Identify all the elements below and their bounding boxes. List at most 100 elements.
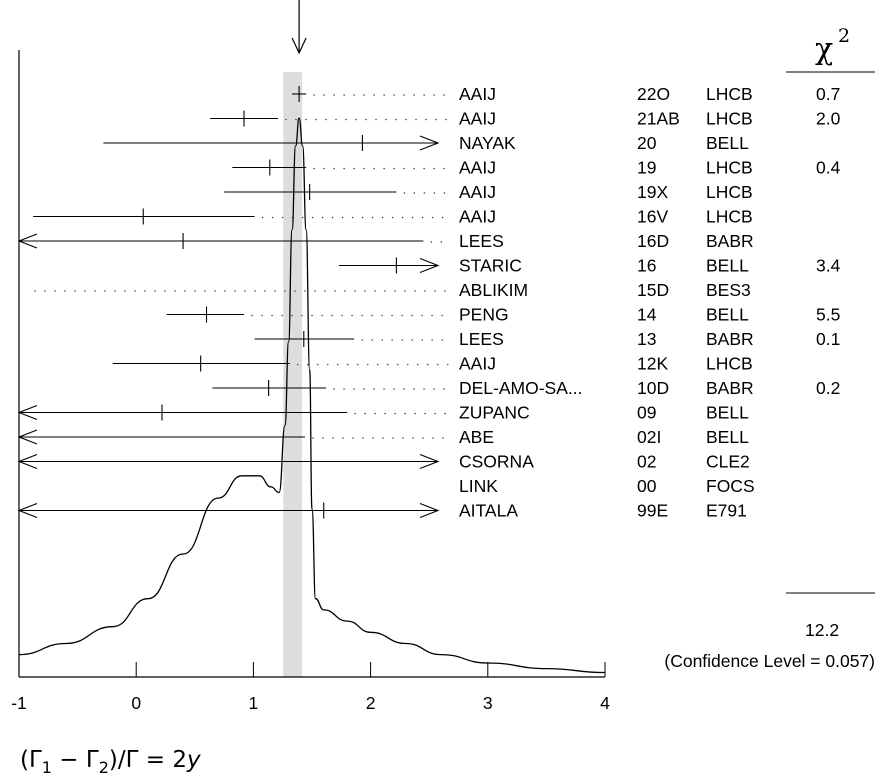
leader-dot bbox=[401, 216, 404, 219]
row-chi2: 0.2 bbox=[816, 378, 840, 398]
row-experiment: BELL bbox=[706, 305, 749, 325]
leader-dot bbox=[443, 388, 445, 390]
row-author: AAIJ bbox=[459, 109, 496, 129]
leader-dot bbox=[353, 388, 355, 390]
leader-dot bbox=[423, 192, 426, 194]
leader-dot bbox=[433, 167, 435, 170]
row-author: AAIJ bbox=[459, 158, 496, 178]
leader-dot bbox=[356, 363, 359, 366]
leader-dot bbox=[381, 314, 383, 317]
leader-dot bbox=[361, 314, 363, 317]
row-chi2: 3.4 bbox=[816, 256, 841, 276]
leader-dot bbox=[324, 290, 326, 292]
row-author: AAIJ bbox=[459, 354, 496, 374]
row-ref: 09 bbox=[637, 403, 656, 423]
row-experiment: LHCB bbox=[706, 207, 753, 227]
error-bar-right-arrow bbox=[419, 135, 440, 151]
row-author: CSORNA bbox=[459, 452, 534, 472]
x-label-open: (Γ bbox=[20, 747, 42, 773]
leader-dot bbox=[313, 167, 315, 170]
leader-dot bbox=[374, 412, 376, 415]
leader-dot bbox=[444, 290, 446, 292]
leader-dot bbox=[426, 363, 429, 366]
row-ref: 02I bbox=[637, 427, 661, 447]
row-ref: 13 bbox=[637, 329, 656, 349]
leader-dot bbox=[305, 118, 307, 121]
row-experiment: BELL bbox=[706, 133, 749, 153]
leader-dot bbox=[433, 192, 436, 194]
error-bar-left-arrow bbox=[17, 404, 38, 421]
leader-dot bbox=[184, 290, 186, 292]
leader-dot bbox=[371, 216, 374, 219]
leader-dot bbox=[214, 290, 216, 292]
leader-dot bbox=[383, 388, 385, 390]
row-ref: 14 bbox=[637, 305, 657, 325]
row-experiment: BES3 bbox=[706, 280, 751, 300]
leader-dot bbox=[446, 363, 449, 366]
row-experiment: BELL bbox=[706, 403, 749, 423]
row-author: AITALA bbox=[459, 501, 518, 521]
leader-dot bbox=[154, 290, 156, 292]
row-ref: 19X bbox=[637, 182, 668, 202]
labels-layer: AAIJ 22O LHCB 0.7 AAIJ 21AB LHCB 2.0 NAYAK 20 BELL… bbox=[459, 84, 841, 521]
row-author: AAIJ bbox=[459, 207, 496, 227]
leader-dot bbox=[392, 437, 394, 439]
leader-dot bbox=[354, 412, 356, 415]
leader-dot bbox=[422, 437, 424, 439]
leader-dot bbox=[343, 167, 345, 170]
leader-dot bbox=[423, 167, 425, 170]
leader-dot bbox=[353, 94, 355, 96]
x-tick-label: 4 bbox=[600, 693, 610, 713]
leader-dot bbox=[441, 216, 444, 219]
leader-dot bbox=[381, 216, 384, 219]
leader-dot bbox=[271, 314, 273, 317]
leader-dot bbox=[204, 290, 206, 292]
leader-dot bbox=[325, 118, 327, 121]
leader-dot bbox=[391, 339, 393, 341]
row-author: LINK bbox=[459, 476, 498, 496]
leader-dot bbox=[441, 339, 443, 341]
error-bar-left-arrow bbox=[17, 453, 38, 470]
leader-dot bbox=[342, 437, 344, 439]
row-ref: 16 bbox=[637, 256, 656, 276]
x-axis-label: (Γ1 − Γ2)/Γ = 2y bbox=[20, 747, 201, 777]
leader-dot bbox=[373, 388, 375, 390]
leader-dot bbox=[414, 412, 416, 415]
leader-dot bbox=[434, 412, 436, 415]
leader-dot bbox=[104, 290, 106, 292]
leader-dot bbox=[301, 216, 304, 219]
row-ref: 16V bbox=[637, 207, 668, 227]
leader-dot bbox=[363, 94, 365, 96]
leader-dot bbox=[335, 118, 337, 121]
x-tick-label: -1 bbox=[11, 693, 27, 713]
row-experiment: CLE2 bbox=[706, 452, 750, 472]
leader-dot bbox=[294, 290, 296, 292]
leader-dot bbox=[391, 314, 393, 317]
leader-dot bbox=[365, 118, 367, 121]
leader-dot bbox=[281, 216, 284, 219]
leader-dot bbox=[384, 290, 386, 292]
leader-dot bbox=[323, 94, 325, 96]
leader-dot bbox=[344, 290, 346, 292]
leader-dot bbox=[254, 290, 256, 292]
leader-dot bbox=[34, 290, 36, 292]
leader-dot bbox=[403, 192, 406, 194]
row-experiment: LHCB bbox=[706, 84, 753, 104]
leader-dot bbox=[144, 290, 146, 292]
leader-dot bbox=[413, 167, 415, 170]
leader-dot bbox=[336, 363, 339, 366]
row-ref: 19 bbox=[637, 158, 656, 178]
leader-dot bbox=[271, 216, 274, 219]
leader-dot bbox=[351, 216, 354, 219]
leader-dot bbox=[264, 290, 266, 292]
leader-dot bbox=[84, 290, 86, 292]
leader-dot bbox=[381, 339, 383, 341]
leader-dot bbox=[421, 339, 423, 341]
leader-dot bbox=[421, 216, 424, 219]
leader-dot bbox=[274, 290, 276, 292]
row-experiment: BABR bbox=[706, 231, 754, 251]
chi2-header-symbol: χ bbox=[815, 32, 833, 67]
row-experiment: BELL bbox=[706, 256, 749, 276]
leader-dot bbox=[384, 412, 386, 415]
row-experiment: BELL bbox=[706, 427, 749, 447]
